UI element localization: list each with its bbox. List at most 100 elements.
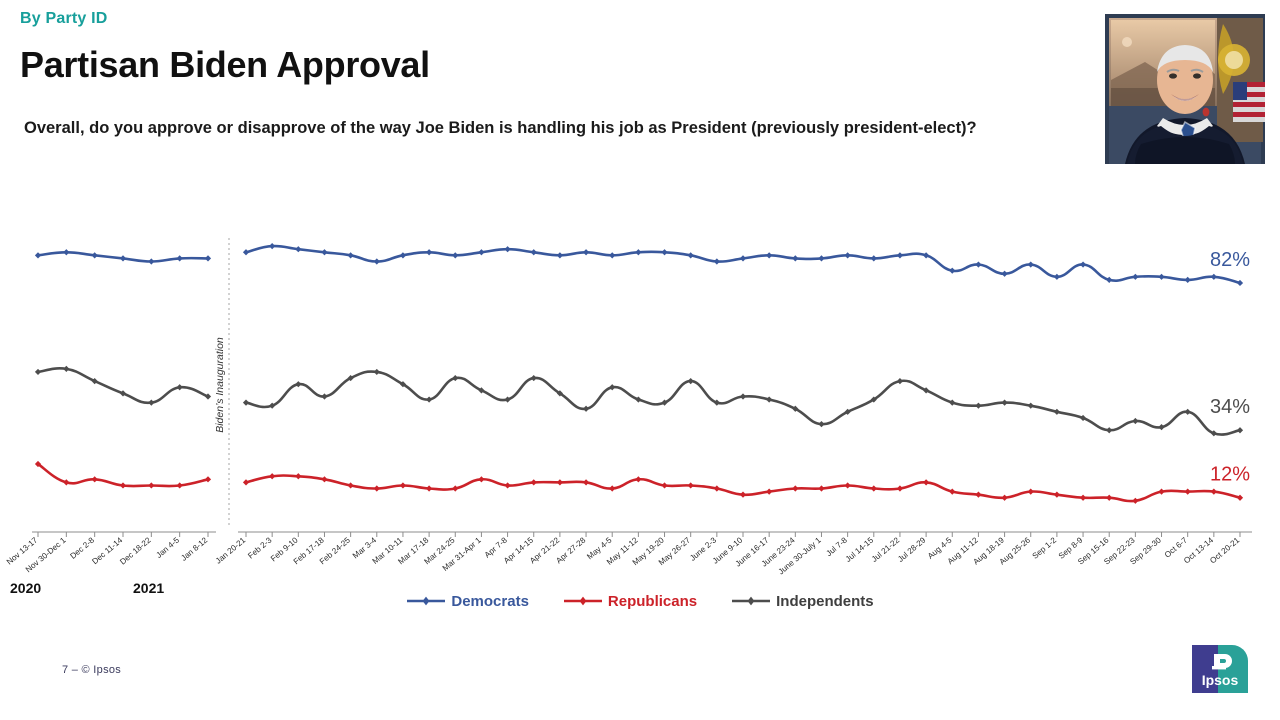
data-point-republicans[interactable] bbox=[204, 476, 212, 483]
data-point-independents[interactable] bbox=[1132, 417, 1139, 425]
data-point-republicans[interactable] bbox=[34, 460, 42, 468]
data-point-democrats[interactable] bbox=[91, 252, 98, 259]
data-point-independents[interactable] bbox=[269, 402, 276, 409]
data-point-independents[interactable] bbox=[426, 396, 433, 403]
data-point-independents[interactable] bbox=[478, 387, 485, 394]
data-point-republicans[interactable] bbox=[1053, 491, 1060, 498]
data-point-republicans[interactable] bbox=[242, 479, 250, 486]
data-point-republicans[interactable] bbox=[63, 479, 70, 486]
data-point-independents[interactable] bbox=[1079, 414, 1087, 422]
data-point-republicans[interactable] bbox=[176, 482, 183, 489]
data-point-republicans[interactable] bbox=[1236, 494, 1244, 501]
data-point-republicans[interactable] bbox=[321, 476, 328, 483]
data-point-independents[interactable] bbox=[635, 396, 642, 403]
data-point-independents[interactable] bbox=[818, 420, 825, 428]
data-point-democrats[interactable] bbox=[844, 252, 851, 259]
data-point-democrats[interactable] bbox=[1132, 273, 1139, 280]
data-point-democrats[interactable] bbox=[242, 249, 250, 256]
data-point-independents[interactable] bbox=[63, 365, 70, 372]
data-point-republicans[interactable] bbox=[399, 482, 407, 489]
data-point-democrats[interactable] bbox=[399, 252, 407, 259]
legend-item-republicans[interactable]: Republicans bbox=[563, 593, 697, 610]
data-point-republicans[interactable] bbox=[452, 485, 459, 492]
data-point-republicans[interactable] bbox=[1184, 488, 1191, 495]
data-point-democrats[interactable] bbox=[923, 252, 930, 259]
data-point-democrats[interactable] bbox=[1184, 276, 1191, 283]
data-point-republicans[interactable] bbox=[91, 476, 98, 483]
data-point-democrats[interactable] bbox=[1236, 279, 1244, 287]
data-point-independents[interactable] bbox=[582, 405, 590, 412]
data-point-independents[interactable] bbox=[452, 374, 459, 382]
data-point-democrats[interactable] bbox=[478, 249, 485, 256]
data-point-republicans[interactable] bbox=[818, 485, 825, 492]
data-point-independents[interactable] bbox=[949, 399, 956, 406]
data-point-democrats[interactable] bbox=[582, 249, 590, 256]
data-point-independents[interactable] bbox=[896, 378, 904, 385]
data-point-republicans[interactable] bbox=[1079, 494, 1087, 501]
data-point-republicans[interactable] bbox=[713, 485, 720, 492]
data-point-democrats[interactable] bbox=[1001, 270, 1008, 277]
data-point-democrats[interactable] bbox=[949, 267, 956, 274]
data-point-democrats[interactable] bbox=[204, 255, 212, 262]
data-point-democrats[interactable] bbox=[1210, 273, 1217, 280]
data-point-democrats[interactable] bbox=[635, 249, 642, 256]
data-point-republicans[interactable] bbox=[1158, 488, 1165, 495]
data-point-democrats[interactable] bbox=[63, 249, 70, 256]
data-point-independents[interactable] bbox=[1027, 402, 1034, 409]
data-point-independents[interactable] bbox=[766, 396, 773, 403]
data-point-republicans[interactable] bbox=[844, 482, 851, 489]
data-point-independents[interactable] bbox=[844, 408, 851, 415]
data-point-independents[interactable] bbox=[373, 368, 380, 376]
data-point-democrats[interactable] bbox=[1053, 273, 1060, 280]
data-point-republicans[interactable] bbox=[949, 488, 956, 495]
data-point-republicans[interactable] bbox=[295, 473, 302, 480]
data-point-independents[interactable] bbox=[321, 393, 328, 400]
data-point-independents[interactable] bbox=[1001, 399, 1008, 406]
data-point-republicans[interactable] bbox=[478, 476, 485, 483]
data-point-democrats[interactable] bbox=[739, 255, 747, 262]
data-point-independents[interactable] bbox=[176, 384, 183, 391]
data-point-democrats[interactable] bbox=[1079, 261, 1087, 268]
data-point-independents[interactable] bbox=[792, 405, 799, 412]
data-point-independents[interactable] bbox=[1158, 424, 1165, 431]
data-point-democrats[interactable] bbox=[975, 261, 982, 268]
data-point-independents[interactable] bbox=[1106, 427, 1113, 434]
data-point-independents[interactable] bbox=[975, 402, 982, 409]
data-point-independents[interactable] bbox=[530, 374, 537, 382]
data-point-democrats[interactable] bbox=[148, 258, 155, 265]
data-point-independents[interactable] bbox=[1184, 408, 1191, 415]
data-point-democrats[interactable] bbox=[295, 246, 302, 253]
data-point-democrats[interactable] bbox=[347, 252, 354, 259]
data-point-democrats[interactable] bbox=[176, 255, 183, 262]
data-point-independents[interactable] bbox=[91, 378, 98, 385]
data-point-republicans[interactable] bbox=[530, 479, 537, 486]
data-point-republicans[interactable] bbox=[896, 485, 904, 492]
data-point-republicans[interactable] bbox=[373, 485, 380, 492]
data-point-democrats[interactable] bbox=[713, 258, 720, 265]
data-point-republicans[interactable] bbox=[609, 485, 616, 492]
data-point-independents[interactable] bbox=[295, 381, 302, 388]
data-point-republicans[interactable] bbox=[1210, 488, 1217, 495]
data-point-republicans[interactable] bbox=[347, 482, 354, 489]
data-point-independents[interactable] bbox=[148, 399, 155, 406]
data-point-independents[interactable] bbox=[609, 384, 616, 391]
data-point-republicans[interactable] bbox=[975, 491, 982, 498]
data-point-republicans[interactable] bbox=[687, 482, 694, 489]
data-point-democrats[interactable] bbox=[661, 249, 668, 256]
data-point-democrats[interactable] bbox=[870, 255, 877, 262]
data-point-republicans[interactable] bbox=[792, 485, 799, 492]
data-point-democrats[interactable] bbox=[34, 252, 42, 259]
data-point-republicans[interactable] bbox=[582, 479, 590, 486]
data-point-democrats[interactable] bbox=[896, 252, 904, 259]
data-point-democrats[interactable] bbox=[452, 252, 459, 259]
data-point-democrats[interactable] bbox=[269, 243, 276, 250]
data-point-democrats[interactable] bbox=[792, 255, 799, 262]
data-point-republicans[interactable] bbox=[661, 482, 668, 489]
data-point-independents[interactable] bbox=[661, 399, 668, 406]
data-point-democrats[interactable] bbox=[1027, 261, 1034, 268]
data-point-democrats[interactable] bbox=[556, 252, 563, 259]
data-point-republicans[interactable] bbox=[1001, 494, 1008, 501]
data-point-republicans[interactable] bbox=[739, 491, 747, 498]
data-point-republicans[interactable] bbox=[119, 482, 127, 489]
data-point-republicans[interactable] bbox=[870, 485, 877, 492]
